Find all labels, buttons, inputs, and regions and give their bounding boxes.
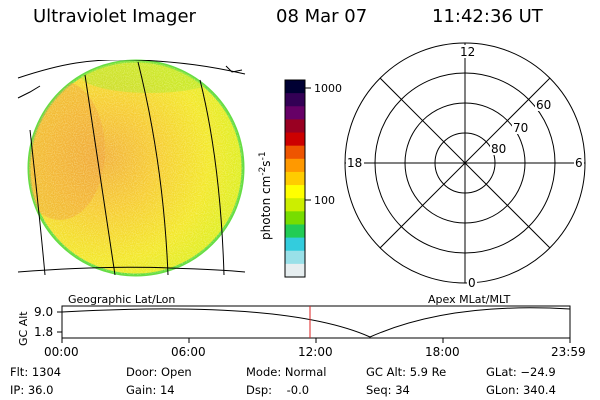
colorbar-segment	[285, 250, 305, 265]
geographic-label: Geographic Lat/Lon	[68, 293, 176, 306]
dsp-value: Dsp: -0.0	[246, 383, 310, 397]
latitude-line	[17, 266, 246, 273]
colorbar-segment	[285, 106, 305, 120]
orbit-altitude-panel: GC Alt	[17, 305, 571, 346]
geographic-latitude: GLat: −24.9	[486, 365, 556, 379]
longitude-line	[29, 129, 46, 275]
orbit-xtick-0600: 06:00	[171, 345, 206, 359]
mlat-label-70: 70	[513, 121, 528, 135]
orbit-ytick-9: 9.0	[34, 305, 54, 319]
orbit-y-axis-label: GC Alt	[17, 311, 30, 346]
mlat-label-60: 60	[536, 98, 551, 112]
polar-plot	[344, 42, 586, 284]
sequence-number: Seq: 34	[366, 383, 410, 397]
colorbar: photon cm-2s-1 1000 100	[258, 79, 342, 278]
orbit-xtick-0000: 00:00	[44, 345, 79, 359]
colorbar-segment	[285, 119, 305, 134]
flight-number: Flt: 1304	[10, 365, 62, 379]
orbit-xtick-1200: 12:00	[298, 345, 333, 359]
longitude-line	[199, 79, 225, 275]
colorbar-tick-1000: 1000	[314, 82, 342, 95]
instrument-title: Ultraviolet Imager	[33, 6, 196, 27]
uv-earth-image	[17, 59, 246, 277]
observation-time: 11:42:36 UT	[432, 6, 543, 27]
colorbar-tick-100: 100	[314, 194, 335, 207]
coastline	[225, 65, 243, 73]
colorbar-segment	[285, 145, 305, 160]
mode-value: Mode: Normal	[246, 365, 327, 379]
gc-altitude: GC Alt: 5.9 Re	[366, 365, 447, 379]
longitude-line	[84, 74, 116, 275]
apex-label: Apex MLat/MLT	[428, 293, 511, 306]
mlat-label-80: 80	[491, 142, 506, 156]
colorbar-segment	[285, 224, 305, 239]
mlt-label-midnight: 0	[468, 276, 476, 290]
gain-value: Gain: 14	[126, 383, 175, 397]
mlt-label-dusk: 18	[347, 156, 362, 170]
colorbar-unit-label: photon cm-2s-1	[258, 151, 273, 240]
altitude-curve	[61, 307, 571, 338]
door-status: Door: Open	[126, 365, 192, 379]
colorbar-segment	[285, 132, 305, 147]
longitude-line	[137, 61, 169, 275]
orbit-xtick-2359: 23:59	[551, 345, 586, 359]
colorbar-segment	[285, 185, 305, 199]
coastline	[17, 85, 41, 99]
colorbar-segment	[285, 263, 305, 278]
colorbar-segment	[285, 211, 305, 226]
orbit-xtick-1800: 18:00	[425, 345, 460, 359]
geographic-longitude: GLon: 340.4	[486, 383, 556, 397]
colorbar-segment	[285, 158, 305, 173]
orbit-ytick-1-8: 1.8	[34, 325, 54, 339]
colorbar-segment	[285, 93, 305, 107]
ip-value: IP: 36.0	[10, 383, 54, 397]
colorbar-segment	[285, 237, 305, 252]
observation-date: 08 Mar 07	[276, 6, 368, 27]
latitude-line	[17, 60, 246, 79]
mlt-label-noon: 12	[460, 45, 475, 59]
colorbar-segment	[285, 80, 305, 94]
colorbar-segment	[285, 198, 305, 212]
colorbar-segment	[285, 171, 305, 186]
mlt-label-dawn: 6	[575, 156, 583, 170]
